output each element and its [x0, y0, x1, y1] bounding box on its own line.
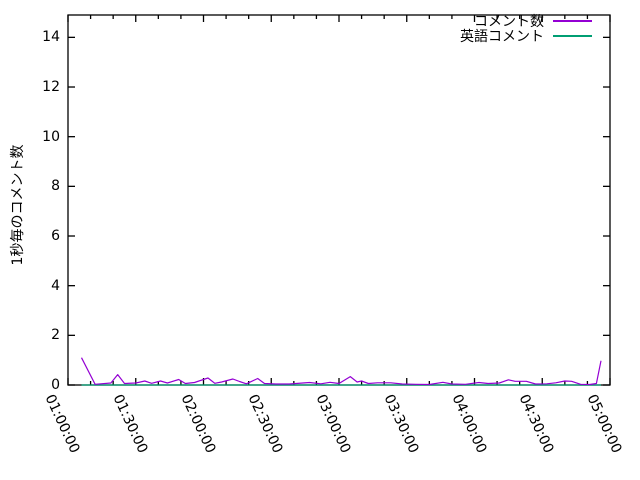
y-axis-label: 1秒毎のコメント数: [10, 144, 26, 266]
legend-label: 英語コメント: [460, 28, 544, 45]
series-line-1: [80, 357, 602, 386]
y-tick-label: 10: [42, 128, 60, 145]
y-tick-label: 8: [51, 178, 60, 195]
y-tick-label: 4: [51, 277, 60, 294]
legend-label: コメント数: [474, 13, 544, 30]
y-tick-label: 12: [42, 79, 60, 95]
legend-line-sample: [553, 19, 592, 22]
y-tick-label: 6: [51, 228, 60, 244]
legend-item: コメント数: [460, 13, 592, 30]
legend-line-sample: [553, 34, 592, 37]
y-tick-label: 2: [51, 327, 60, 344]
y-tick-label: 14: [42, 29, 60, 46]
plot-border: [67, 14, 611, 386]
y-tick-label: 0: [51, 377, 60, 393]
legend-item: 英語コメント: [460, 28, 592, 45]
legend: コメント数 英語コメント: [460, 13, 592, 45]
